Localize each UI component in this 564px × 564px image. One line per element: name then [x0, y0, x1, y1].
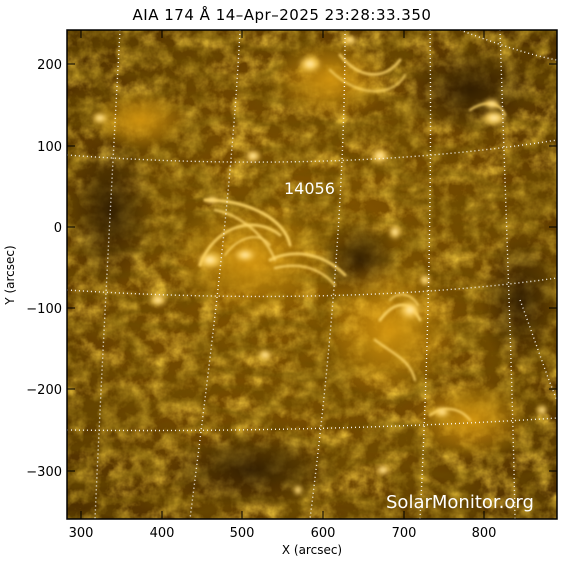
x-tick-label: 300: [69, 526, 94, 541]
y-axis-title: Y (arcsec): [3, 245, 17, 305]
x-tick-label: 800: [472, 526, 497, 541]
solar-image: 14056 SolarMonitor.org: [67, 30, 557, 519]
y-tick-label: −300: [26, 465, 62, 480]
heliographic-grid: [67, 30, 557, 519]
y-tick-label: 0: [54, 221, 62, 236]
y-tick-label: 100: [37, 140, 62, 155]
x-tick-label: 500: [230, 526, 255, 541]
watermark: SolarMonitor.org: [386, 492, 534, 513]
plot-frame: [66, 29, 558, 520]
x-axis-title: X (arcsec): [282, 543, 342, 557]
x-tick-label: 400: [150, 526, 175, 541]
x-tick-label: 700: [392, 526, 417, 541]
y-tick-label: 200: [37, 58, 62, 73]
axis-ticks: [67, 30, 557, 519]
y-tick-label: −200: [26, 383, 62, 398]
y-tick-label: −100: [26, 302, 62, 317]
active-region-label: 14056: [284, 179, 335, 198]
x-tick-label: 600: [311, 526, 336, 541]
figure-title: AIA 174 Å 14–Apr–2025 23:28:33.350: [132, 6, 432, 24]
